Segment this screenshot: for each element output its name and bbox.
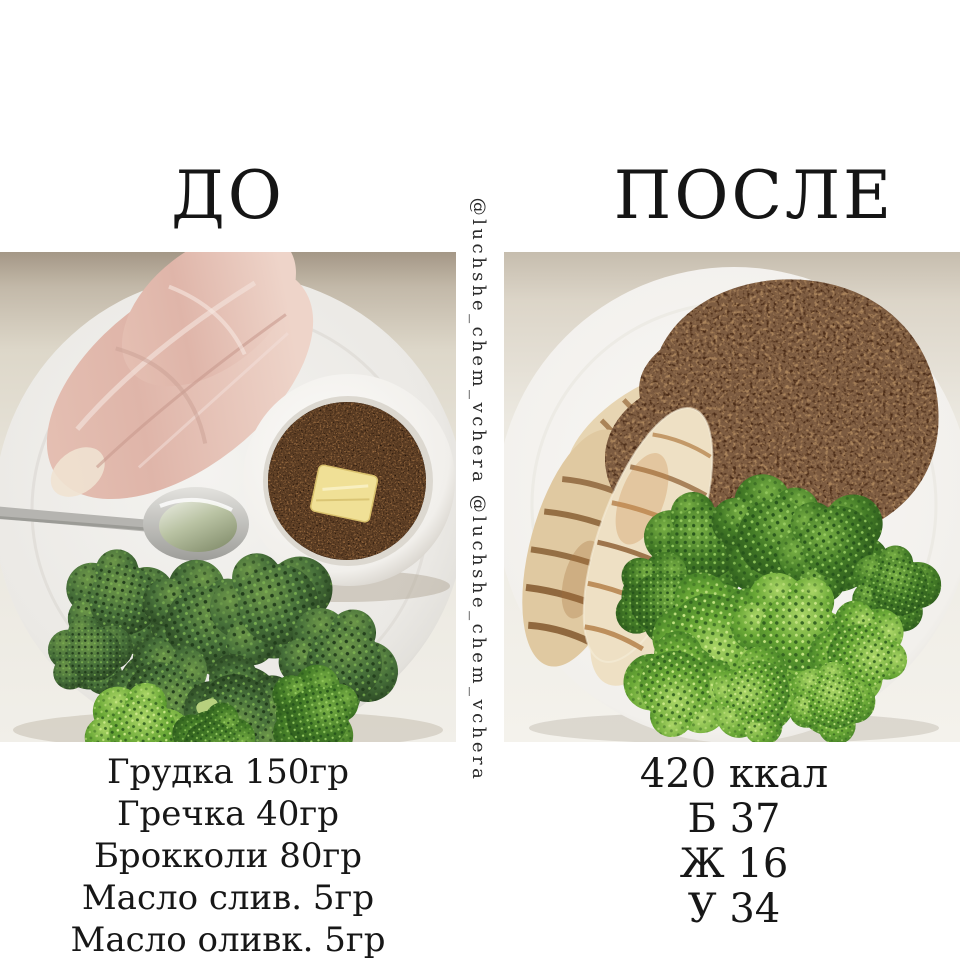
ingredient-line: Грудка 150гр [106, 752, 350, 792]
photo-after [504, 252, 960, 742]
header-after: ПОСЛЕ [613, 157, 895, 234]
ingredient-line: Гречка 40гр [116, 794, 340, 834]
watermark-handle: @luchshe_chem_vchera @luchshe_chem_vcher… [468, 197, 489, 783]
ingredient-line: Масло слив. 5гр [81, 878, 375, 918]
broccoli-cluster-before [48, 535, 419, 742]
macro-line: Ж 16 [679, 841, 789, 887]
butter-pat [310, 464, 379, 523]
raw-chicken-breast [46, 252, 314, 500]
spoon [0, 487, 249, 561]
macros-caption: 420 ккал Б 37 Ж 16 У 34 [506, 752, 960, 932]
ingredients-caption: Грудка 150гр Гречка 40гр Брокколи 80гр М… [0, 751, 456, 961]
macro-line: Б 37 [687, 796, 781, 842]
ingredient-line: Брокколи 80гр [93, 836, 363, 876]
macro-line: У 34 [687, 886, 781, 932]
ingredient-line: Масло оливк. 5гр [70, 920, 386, 960]
macro-line: 420 ккал [639, 751, 829, 797]
broccoli-cluster-after [607, 454, 949, 742]
header-before: ДО [171, 157, 285, 234]
photo-before [0, 252, 456, 742]
